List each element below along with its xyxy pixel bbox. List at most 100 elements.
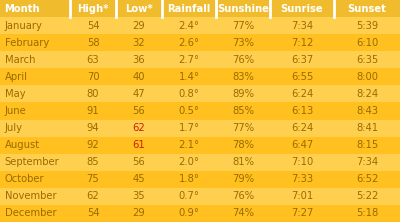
Text: 56: 56 — [133, 157, 145, 167]
Bar — [0, 0, 400, 17]
Text: 7:33: 7:33 — [291, 174, 313, 184]
Text: 0.7°: 0.7° — [178, 191, 200, 201]
Text: 77%: 77% — [232, 21, 254, 31]
Text: August: August — [5, 140, 40, 150]
Text: March: March — [5, 55, 35, 65]
Text: July: July — [5, 123, 23, 133]
Text: 80: 80 — [87, 89, 99, 99]
Text: 76%: 76% — [232, 55, 254, 65]
Text: April: April — [5, 72, 28, 82]
Text: 6:13: 6:13 — [291, 106, 313, 116]
Text: 74%: 74% — [232, 208, 254, 218]
Bar — [0, 137, 400, 154]
Text: 5:22: 5:22 — [356, 191, 378, 201]
Text: 77%: 77% — [232, 123, 254, 133]
Text: 92: 92 — [87, 140, 99, 150]
Bar — [0, 85, 400, 103]
Text: December: December — [5, 208, 56, 218]
Text: 45: 45 — [133, 174, 145, 184]
Text: 7:34: 7:34 — [356, 157, 378, 167]
Text: 79%: 79% — [232, 174, 254, 184]
Text: January: January — [5, 21, 43, 31]
Bar — [0, 188, 400, 205]
Text: 8:15: 8:15 — [356, 140, 378, 150]
Text: 35: 35 — [133, 191, 145, 201]
Text: 29: 29 — [133, 21, 145, 31]
Text: 36: 36 — [133, 55, 145, 65]
Bar — [0, 205, 400, 222]
Text: 61: 61 — [133, 140, 145, 150]
Text: 7:27: 7:27 — [291, 208, 313, 218]
Text: 40: 40 — [133, 72, 145, 82]
Text: 78%: 78% — [232, 140, 254, 150]
Text: 2.6°: 2.6° — [178, 38, 200, 48]
Bar — [0, 34, 400, 51]
Text: 63: 63 — [87, 55, 99, 65]
Text: 54: 54 — [87, 21, 99, 31]
Text: 47: 47 — [133, 89, 145, 99]
Text: Rainfall: Rainfall — [167, 4, 211, 14]
Text: Low*: Low* — [125, 4, 153, 14]
Text: 54: 54 — [87, 208, 99, 218]
Text: 94: 94 — [87, 123, 99, 133]
Text: 62: 62 — [133, 123, 145, 133]
Text: May: May — [5, 89, 26, 99]
Text: 6:24: 6:24 — [291, 89, 313, 99]
Text: 7:01: 7:01 — [291, 191, 313, 201]
Text: 85: 85 — [87, 157, 99, 167]
Text: 8:43: 8:43 — [356, 106, 378, 116]
Text: 2.4°: 2.4° — [178, 21, 200, 31]
Text: 0.5°: 0.5° — [178, 106, 200, 116]
Bar — [0, 17, 400, 34]
Text: Month: Month — [4, 4, 40, 14]
Text: October: October — [5, 174, 44, 184]
Text: 73%: 73% — [232, 38, 254, 48]
Text: 7:34: 7:34 — [291, 21, 313, 31]
Text: 8:24: 8:24 — [356, 89, 378, 99]
Text: 83%: 83% — [232, 72, 254, 82]
Text: 6:24: 6:24 — [291, 123, 313, 133]
Text: 91: 91 — [87, 106, 99, 116]
Text: Sunshine: Sunshine — [217, 4, 269, 14]
Text: 1.7°: 1.7° — [178, 123, 200, 133]
Text: 8:41: 8:41 — [356, 123, 378, 133]
Bar — [0, 51, 400, 68]
Text: 62: 62 — [87, 191, 99, 201]
Text: 5:39: 5:39 — [356, 21, 378, 31]
Bar — [0, 171, 400, 188]
Text: 5:18: 5:18 — [356, 208, 378, 218]
Text: 6:47: 6:47 — [291, 140, 313, 150]
Bar — [0, 68, 400, 85]
Text: 58: 58 — [87, 38, 99, 48]
Text: 7:10: 7:10 — [291, 157, 313, 167]
Text: 6:10: 6:10 — [356, 38, 378, 48]
Text: 70: 70 — [87, 72, 99, 82]
Text: 81%: 81% — [232, 157, 254, 167]
Text: Sunset: Sunset — [348, 4, 386, 14]
Text: September: September — [5, 157, 60, 167]
Text: 6:52: 6:52 — [356, 174, 378, 184]
Text: 1.4°: 1.4° — [178, 72, 200, 82]
Text: 6:35: 6:35 — [356, 55, 378, 65]
Text: 89%: 89% — [232, 89, 254, 99]
Text: 75: 75 — [87, 174, 99, 184]
Text: June: June — [5, 106, 26, 116]
Text: 29: 29 — [133, 208, 145, 218]
Text: High*: High* — [77, 4, 109, 14]
Bar — [0, 119, 400, 137]
Text: 8:00: 8:00 — [356, 72, 378, 82]
Text: 0.9°: 0.9° — [178, 208, 200, 218]
Text: 56: 56 — [133, 106, 145, 116]
Text: November: November — [5, 191, 56, 201]
Bar — [0, 154, 400, 171]
Text: 85%: 85% — [232, 106, 254, 116]
Text: 1.8°: 1.8° — [178, 174, 200, 184]
Text: 6:37: 6:37 — [291, 55, 313, 65]
Text: 7:12: 7:12 — [291, 38, 313, 48]
Text: 2.0°: 2.0° — [178, 157, 200, 167]
Bar — [0, 103, 400, 119]
Text: 2.1°: 2.1° — [178, 140, 200, 150]
Text: 76%: 76% — [232, 191, 254, 201]
Text: 0.8°: 0.8° — [178, 89, 200, 99]
Text: 2.7°: 2.7° — [178, 55, 200, 65]
